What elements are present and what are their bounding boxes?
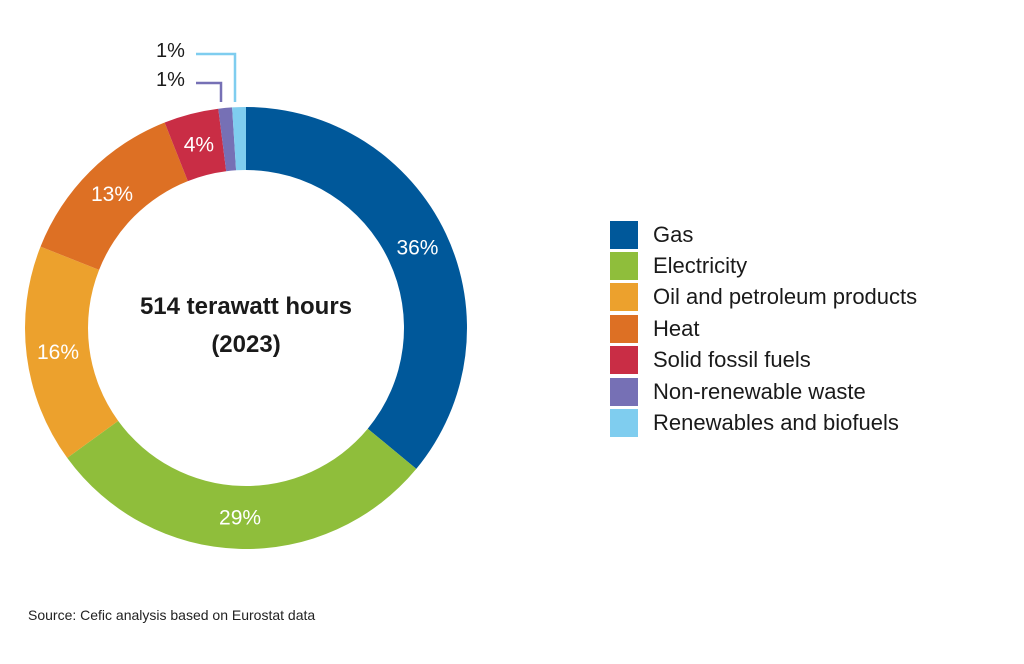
slice-value-label: 13% — [91, 183, 133, 206]
donut-slice-renewables — [232, 107, 246, 171]
slice-value-label: 29% — [219, 506, 261, 529]
donut-slice-electricity — [67, 420, 417, 549]
donut-slice-oil — [24, 246, 119, 458]
legend-swatch — [610, 283, 638, 312]
legend: Gas Electricity Oil and petroleum produc… — [610, 219, 917, 439]
legend-item-gas: Gas — [610, 219, 917, 250]
donut-slice-solid-fossil — [164, 108, 227, 182]
donut-slice-gas — [246, 107, 468, 469]
total-energy-label: 514 terawatt hours — [139, 293, 353, 320]
legend-item-renewables: Renewables and biofuels — [610, 407, 917, 438]
legend-item-solid-fossil: Solid fossil fuels — [610, 345, 917, 376]
legend-swatch — [610, 377, 638, 406]
legend-swatch — [610, 314, 638, 343]
donut-slice-heat — [40, 122, 188, 270]
callout-renewables-label: 1% — [156, 40, 185, 62]
legend-swatch — [610, 252, 638, 281]
callout-leader-line — [196, 52, 237, 102]
donut-slice-waste — [218, 107, 237, 172]
legend-swatch — [610, 346, 638, 375]
year-label: (2023) — [211, 331, 281, 358]
legend-item-oil: Oil and petroleum products — [610, 282, 917, 313]
legend-item-electricity: Electricity — [610, 250, 917, 281]
slice-value-label: 4% — [184, 133, 214, 156]
slice-value-label: 16% — [37, 341, 79, 364]
legend-swatch — [610, 409, 638, 438]
slice-value-label: 36% — [396, 236, 438, 259]
legend-item-heat: Heat — [610, 313, 917, 344]
legend-swatch — [610, 220, 638, 249]
donut-center-label: 514 terawatt hours (2023) — [96, 288, 396, 364]
legend-item-waste: Non-renewable waste — [610, 376, 917, 407]
callout-leader-line — [196, 81, 223, 102]
callout-waste-label: 1% — [156, 69, 185, 91]
source-note: Source: Cefic analysis based on Eurostat… — [28, 607, 316, 623]
